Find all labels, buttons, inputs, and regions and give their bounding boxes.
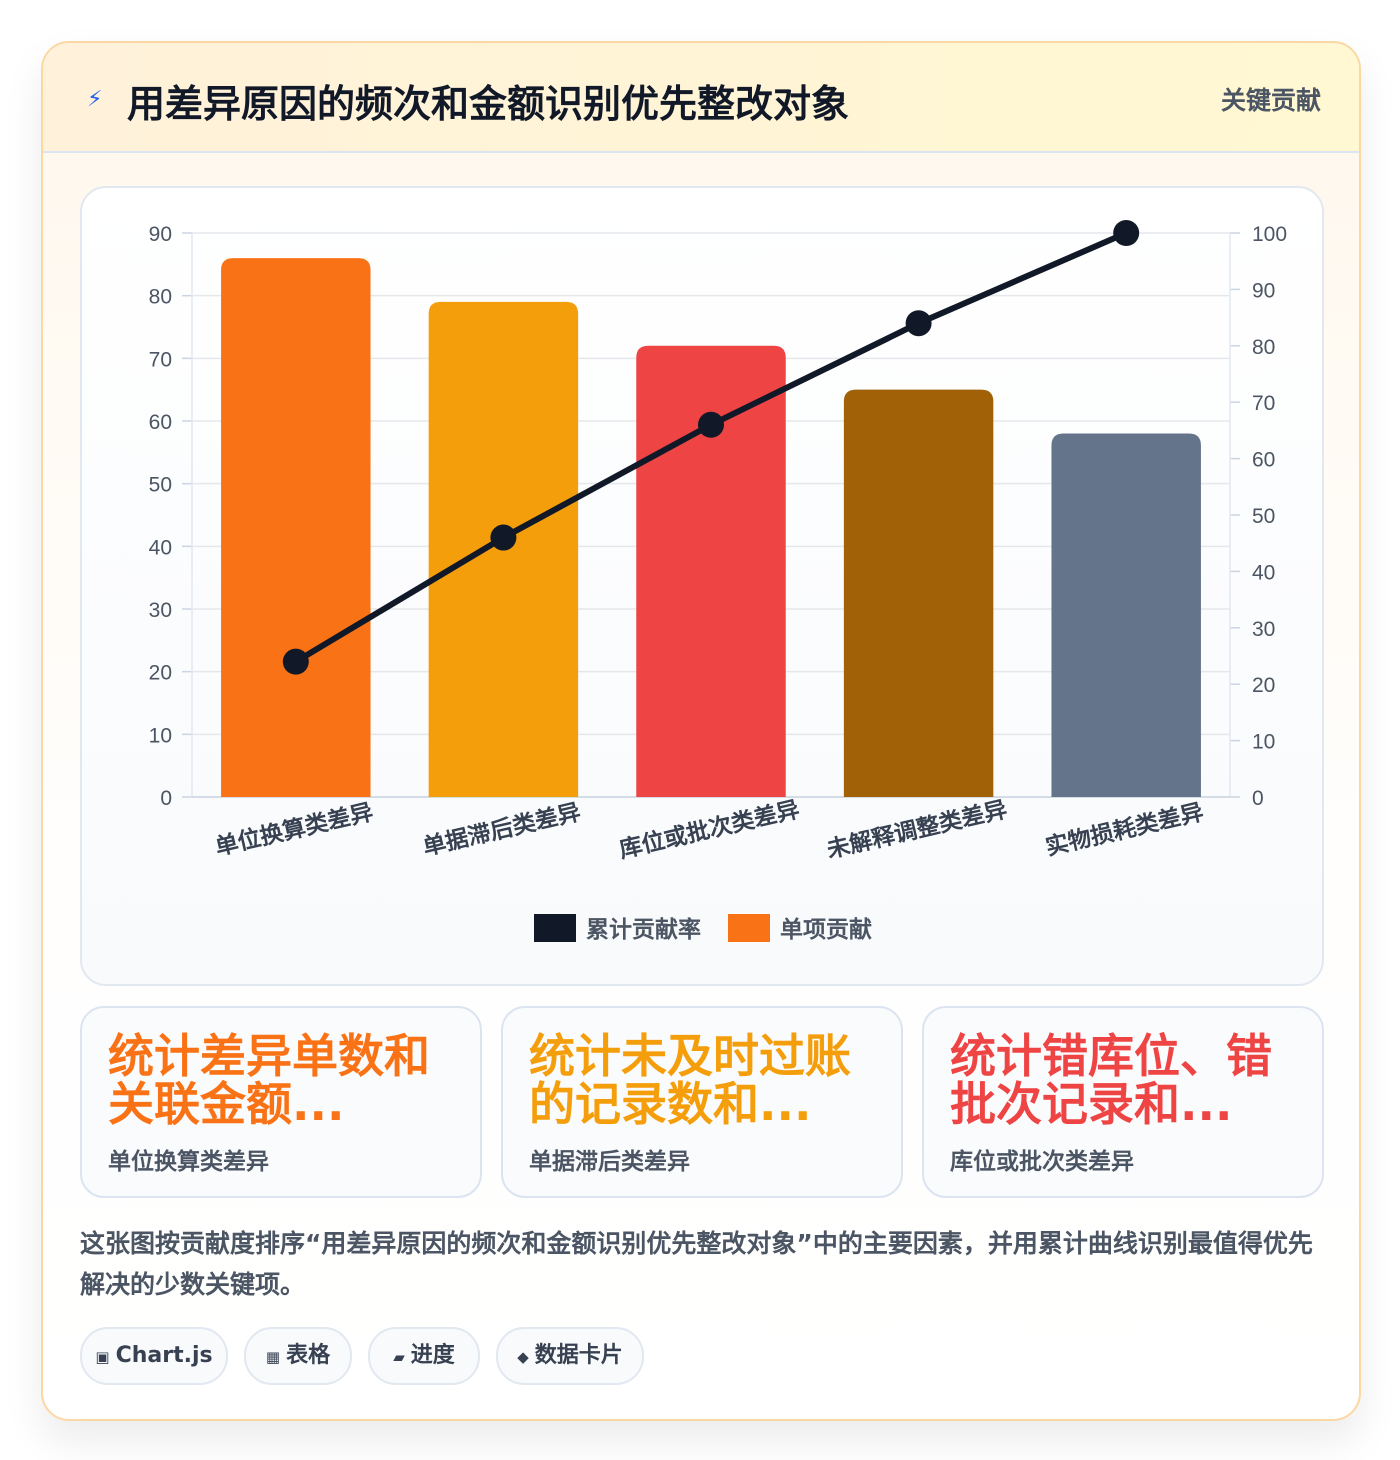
y2-tick-label: 70: [1252, 392, 1275, 415]
pareto-chart: 0 10 20 30 40 50 60 70 80 90 0 10 20 30 40 50 60 70 80 90 10…: [149, 220, 1287, 943]
y-tick-label: 90: [149, 223, 172, 246]
legend-swatch: [534, 914, 576, 942]
y2-tick-label: 100: [1252, 223, 1287, 246]
tag-data-card[interactable]: ◆ 数据卡片: [496, 1327, 644, 1385]
bar: [636, 345, 786, 797]
y2-tick-label: 40: [1252, 561, 1275, 584]
y2-tick-label: 10: [1252, 731, 1275, 754]
card-header: ⚡ 用差异原因的频次和金额识别优先整改对象 关键贡献: [43, 43, 1359, 153]
x-tick-label: 库位或批次类差异: [617, 796, 802, 864]
kpi-card-2: 统计未及时过账的记录数和... 单据滞后类差异: [501, 1006, 903, 1198]
chart-description: 这张图按贡献度排序“用差异原因的频次和金额识别优先整改对象”中的主要因素，并用累…: [80, 1229, 1313, 1299]
kpi-card-3: 统计错库位、错批次记录和... 库位或批次类差异: [922, 1006, 1324, 1198]
legend-swatch: [728, 914, 770, 942]
y2-tick-label: 50: [1252, 505, 1275, 528]
kpi-value: 统计差异单数和关联金额...: [108, 1029, 430, 1131]
tag-progress[interactable]: ▰ 进度: [368, 1327, 480, 1385]
y2-tick-label: 20: [1252, 674, 1275, 697]
y-tick-label: 60: [149, 411, 172, 434]
data-card-icon: ◆: [517, 1348, 529, 1366]
kpi-value: 统计未及时过账的记录数和...: [529, 1029, 851, 1131]
kpi-label: 单据滞后类差异: [529, 1149, 690, 1175]
legend-label: 累计贡献率: [586, 916, 701, 943]
y-tick-label: 70: [149, 348, 172, 371]
tag-label: 数据卡片: [534, 1343, 623, 1368]
x-tick-label: 未解释调整类差异: [824, 796, 1009, 864]
chart-card: ⚡ 用差异原因的频次和金额识别优先整改对象 关键贡献 0 10 20 30 40 50 60…: [41, 41, 1361, 1421]
key-contribution-badge: 关键贡献: [1220, 86, 1321, 115]
tag-label: 进度: [410, 1343, 455, 1368]
y2-tick-label: 80: [1252, 336, 1275, 359]
bar: [221, 258, 371, 797]
x-tick-label: 单位换算类差异: [213, 798, 376, 861]
card-title: 用差异原因的频次和金额识别优先整改对象: [127, 82, 850, 126]
x-tick-label: 单据滞后类差异: [420, 798, 583, 861]
y-tick-label: 30: [149, 599, 172, 622]
tag-table[interactable]: ▦ 表格: [244, 1327, 352, 1385]
bar: [843, 389, 994, 797]
y-tick-label: 40: [149, 536, 172, 559]
kpi-label: 库位或批次类差异: [950, 1149, 1134, 1175]
x-tick-label: 实物损耗类差异: [1043, 798, 1206, 861]
tag-label: Chart.js: [115, 1343, 213, 1368]
y2-tick-label: 60: [1252, 449, 1275, 472]
y2-tick-label: 0: [1252, 787, 1264, 810]
y-tick-label: 50: [149, 474, 172, 497]
line-point: [1113, 220, 1140, 246]
y-tick-label: 0: [160, 787, 172, 810]
y-tick-label: 80: [149, 286, 172, 309]
line-point: [490, 524, 517, 551]
chart-icon: ▣: [95, 1348, 110, 1366]
kpi-value: 统计错库位、错批次记录和...: [950, 1029, 1272, 1131]
chart-container: 0 10 20 30 40 50 60 70 80 90 0 10 20 30 40 50 60 70 80 90 10…: [80, 186, 1324, 986]
y2-tick-label: 90: [1252, 279, 1275, 302]
table-icon: ▦: [265, 1348, 281, 1366]
y-tick-label: 20: [149, 662, 172, 685]
tag-chartjs[interactable]: ▣ Chart.js: [80, 1327, 228, 1385]
kpi-label: 单位换算类差异: [108, 1149, 269, 1175]
line-point: [905, 310, 932, 337]
bar: [1051, 433, 1201, 797]
progress-icon: ▰: [393, 1348, 405, 1366]
legend-label: 单项贡献: [780, 917, 872, 943]
tag-label: 表格: [286, 1343, 331, 1368]
lightning-icon: ⚡: [87, 87, 103, 112]
y-tick-label: 10: [149, 724, 172, 747]
line-point: [282, 648, 309, 675]
kpi-card-1: 统计差异单数和关联金额... 单位换算类差异: [80, 1006, 482, 1198]
line-point: [698, 411, 724, 438]
y2-tick-label: 30: [1252, 618, 1275, 641]
